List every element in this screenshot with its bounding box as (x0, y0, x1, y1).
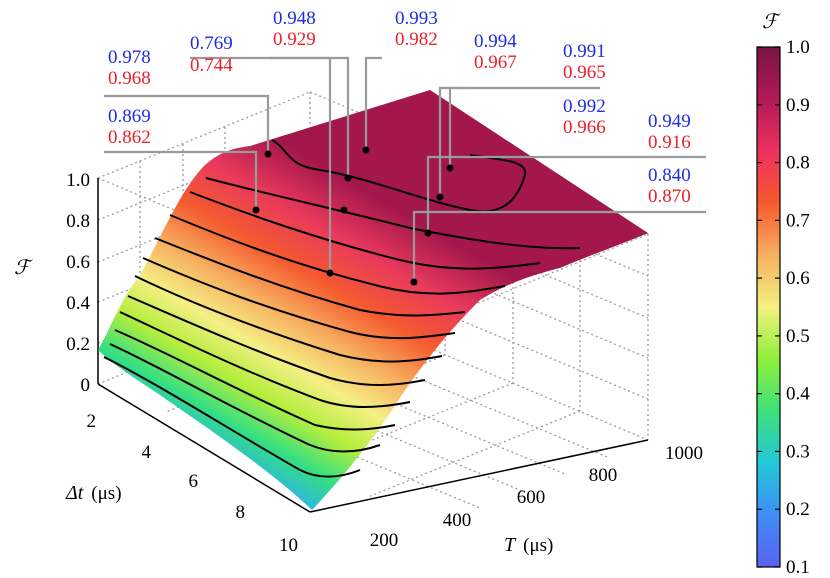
colorbar-tick-label: 0.5 (786, 326, 810, 347)
annotation-5-red: 0.965 (563, 62, 606, 83)
fidelity-surface (98, 90, 648, 510)
annotation-7-red: 0.966 (563, 117, 606, 138)
x-axis-label: T (μs) (504, 534, 553, 556)
annotation-2-red: 0.929 (273, 29, 316, 50)
annotation-8-red: 0.916 (648, 132, 691, 153)
colorbar-tick-label: 0.6 (786, 268, 810, 289)
colorbar-tick-label: 0.1 (786, 557, 810, 578)
annotation-6-blue: 0.869 (108, 106, 151, 127)
annotation-6-red: 0.862 (108, 127, 151, 148)
x-tick: 400 (443, 510, 472, 531)
z-axis-label: ℱ (14, 257, 33, 279)
contour-lines (103, 139, 581, 478)
y-tick: 2 (87, 411, 97, 432)
annotation-4-blue: 0.994 (474, 31, 517, 52)
annotation-3-blue: 0.993 (395, 8, 438, 29)
colorbar-gradient (756, 46, 781, 568)
z-tick: 0.8 (66, 211, 90, 232)
annotation-4-red: 0.967 (474, 52, 517, 73)
z-tick: 0.4 (66, 293, 90, 314)
colorbar-tick-label: 0.2 (786, 499, 810, 520)
annotation-9-red: 0.870 (648, 186, 691, 207)
y-tick: 8 (236, 502, 246, 523)
annotation-0-red: 0.968 (108, 68, 151, 89)
x-tick: 200 (370, 530, 399, 551)
z-axis: 0 0.2 0.4 0.6 0.8 1.0 ℱ (14, 170, 91, 396)
x-tick: 800 (589, 465, 618, 486)
colorbar-tick-label: 0.3 (786, 441, 810, 462)
annotation-points (252, 146, 454, 286)
y-tick: 10 (279, 535, 298, 556)
colorbar-tick-label: 0.8 (786, 153, 810, 174)
y-axis-unit: (μs) (91, 483, 121, 504)
x-axis-var: T (504, 534, 517, 556)
colorbar: ℱ 0.1 0.2 0.3 0.4 0.5 0.6 0.7 0.8 0.9 1.0 (756, 11, 810, 578)
annotation-2-blue: 0.948 (273, 8, 316, 29)
y-axis-var: Δt (65, 482, 84, 504)
x-tick: 600 (517, 487, 546, 508)
annotation-8-blue: 0.949 (648, 111, 691, 132)
axis-lines (97, 178, 649, 513)
annotation-1-red: 0.744 (190, 55, 233, 76)
x-axis: 200 400 600 800 1000 T (μs) (370, 443, 703, 556)
colorbar-tick-label: 0.9 (786, 95, 810, 116)
z-tick: 1.0 (66, 170, 90, 191)
colorbar-tick-label: 0.4 (786, 384, 810, 405)
y-axis: 2 4 6 8 10 Δt (μs) (65, 411, 298, 556)
y-tick: 6 (189, 471, 199, 492)
annotation-3-red: 0.982 (395, 29, 438, 50)
z-tick: 0.2 (66, 334, 90, 355)
y-axis-label: Δt (μs) (65, 482, 122, 504)
annotation-0-blue: 0.978 (108, 47, 151, 68)
annotation-5-blue: 0.991 (563, 41, 606, 62)
y-tick: 4 (142, 442, 152, 463)
z-tick: 0.6 (66, 252, 90, 273)
annotation-1-blue: 0.769 (190, 33, 233, 54)
colorbar-tick-label: 0.7 (786, 210, 810, 231)
annotation-labels: 0.978 0.968 0.769 0.744 0.948 0.929 0.99… (108, 8, 691, 207)
colorbar-label: ℱ (762, 11, 781, 33)
leader-lines (104, 56, 706, 282)
x-axis-unit: (μs) (523, 535, 553, 556)
z-tick: 0 (81, 375, 91, 396)
colorbar-tick-label: 1.0 (786, 37, 810, 58)
annotation-9-blue: 0.840 (648, 165, 691, 186)
annotation-7-blue: 0.992 (563, 96, 606, 117)
x-tick: 1000 (665, 443, 703, 464)
